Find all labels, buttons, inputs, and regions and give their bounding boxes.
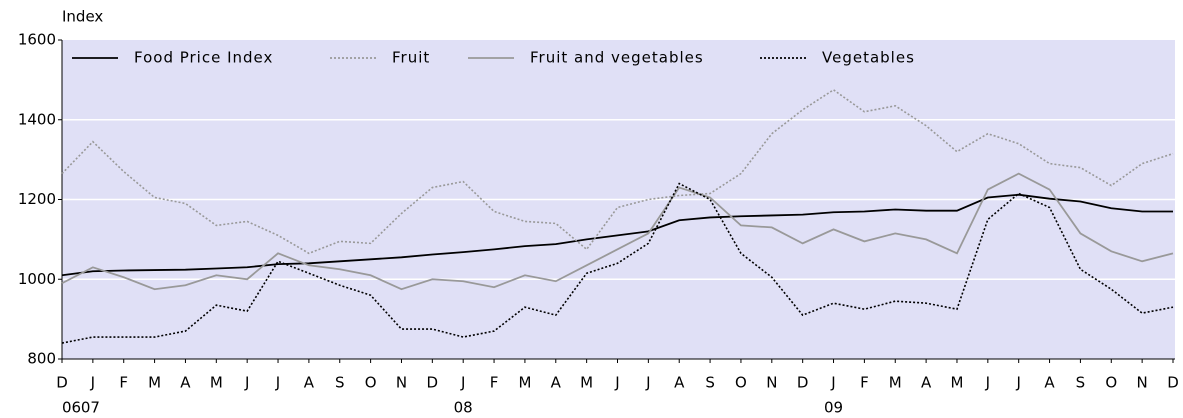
legend-label: Vegetables <box>822 49 915 67</box>
legend-label: Fruit and vegetables <box>530 49 704 67</box>
x-tick-label: A <box>674 374 685 392</box>
y-tick-label: 1200 <box>18 190 56 208</box>
x-tick-label: O <box>1105 374 1117 392</box>
x-tick-label: D <box>797 374 809 392</box>
y-tick-label: 1400 <box>18 110 56 128</box>
series-line <box>61 172 1174 291</box>
x-tick-label: N <box>1137 374 1148 392</box>
year-label: 06 <box>62 399 81 417</box>
y-axis-label: Index <box>62 8 103 26</box>
x-tick-label: F <box>490 374 499 392</box>
y-tick-label: 1000 <box>18 270 56 288</box>
x-tick-label: M <box>148 374 161 392</box>
x-tick-label: J <box>90 374 95 392</box>
x-tick-label: M <box>518 374 531 392</box>
x-tick-label: S <box>335 374 345 392</box>
x-tick-label: J <box>645 374 650 392</box>
x-tick-label: F <box>119 374 128 392</box>
x-tick-label: J <box>1015 374 1020 392</box>
x-tick-label: M <box>210 374 223 392</box>
x-tick-label: D <box>56 374 68 392</box>
x-tick-label: D <box>1167 374 1179 392</box>
series-line <box>61 193 1173 277</box>
year-label: 08 <box>454 399 473 417</box>
x-tick-label: A <box>1044 374 1055 392</box>
legend-label: Food Price Index <box>134 49 273 67</box>
x-tick-label: M <box>580 374 593 392</box>
y-tick-label: 800 <box>27 350 56 368</box>
x-tick-label: J <box>830 374 835 392</box>
x-tick-label: N <box>766 374 777 392</box>
x-tick-label: J <box>614 374 619 392</box>
x-tick-label: O <box>735 374 747 392</box>
x-tick-label: M <box>950 374 963 392</box>
x-tick-label: A <box>304 374 315 392</box>
y-tick-label: 1600 <box>18 31 56 49</box>
x-tick-label: J <box>244 374 249 392</box>
x-tick-label: A <box>551 374 562 392</box>
series-line <box>61 88 1174 255</box>
series-line <box>61 182 1174 344</box>
x-tick-label: S <box>1076 374 1086 392</box>
x-tick-label: N <box>396 374 407 392</box>
x-tick-label: D <box>427 374 439 392</box>
x-tick-label: J <box>985 374 990 392</box>
year-label: 09 <box>824 399 843 417</box>
year-label: 07 <box>81 399 100 417</box>
x-tick-label: O <box>365 374 377 392</box>
x-tick-label: F <box>860 374 869 392</box>
x-tick-label: A <box>921 374 932 392</box>
x-tick-label: A <box>180 374 191 392</box>
x-tick-label: M <box>889 374 902 392</box>
x-tick-label: J <box>275 374 280 392</box>
legend-label: Fruit <box>392 49 430 67</box>
x-tick-label: S <box>705 374 715 392</box>
x-tick-label: J <box>460 374 465 392</box>
